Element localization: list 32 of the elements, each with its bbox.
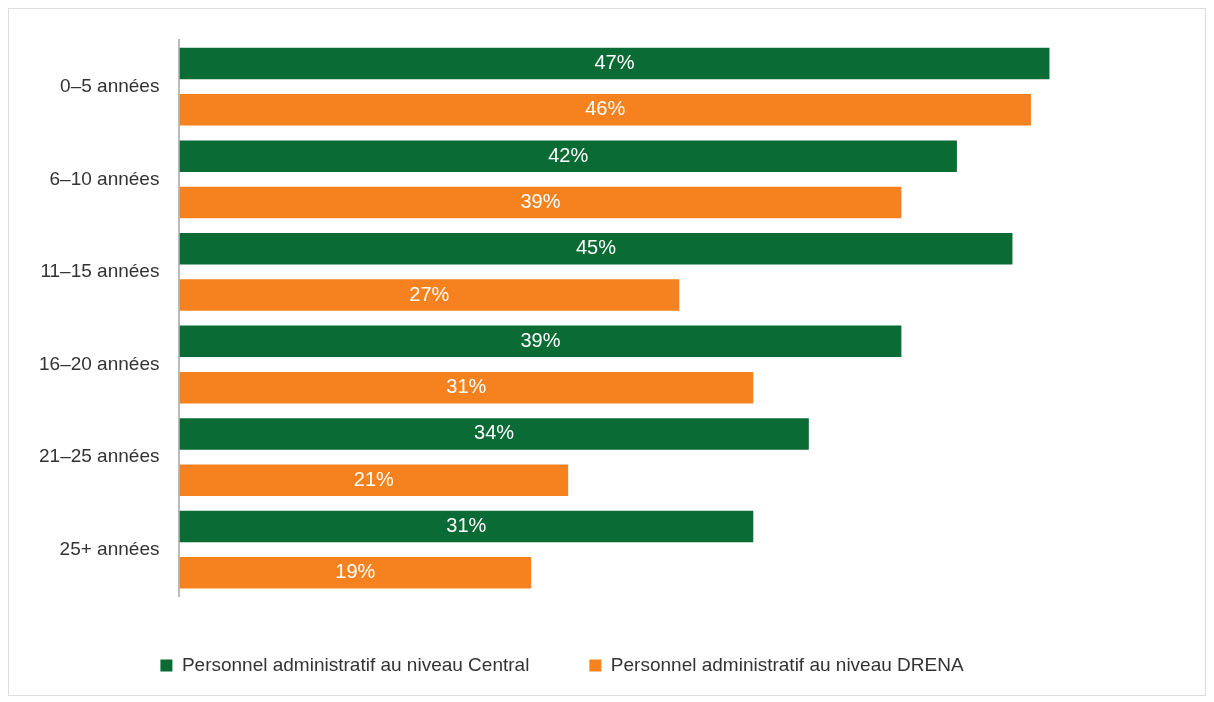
bar — [179, 279, 680, 311]
data-label: 39% — [520, 189, 561, 212]
data-label: 42% — [548, 143, 589, 166]
data-label: 31% — [446, 375, 487, 398]
y-tick-label: 25+ années — [59, 537, 160, 559]
bar — [179, 47, 1050, 80]
data-label: 39% — [520, 328, 561, 351]
bar — [179, 325, 902, 358]
bar — [179, 233, 1013, 265]
legend-label: Personnel administratif au niveau Central — [181, 653, 530, 675]
legend-label: Personnel administratif au niveau DRENA — [610, 653, 964, 675]
bar — [179, 557, 532, 589]
y-tick-label: 0–5 années — [60, 74, 160, 96]
bar — [179, 371, 754, 404]
bar — [179, 94, 1031, 126]
data-label: 31% — [446, 514, 487, 537]
data-label: 21% — [353, 467, 395, 490]
data-label: 45% — [575, 236, 617, 259]
y-tick-label: 16–20 années — [38, 352, 160, 374]
y-tick-label: 11–15 années — [40, 260, 160, 282]
data-label: 34% — [474, 421, 515, 444]
y-tick-label: 21–25 années — [38, 445, 160, 467]
data-label: 47% — [594, 51, 635, 74]
bar — [179, 418, 809, 450]
data-label: 46% — [585, 97, 626, 120]
y-tick-label: 6–10 années — [49, 167, 160, 189]
data-label: 19% — [335, 560, 376, 583]
bar — [179, 186, 902, 219]
bar — [179, 140, 957, 172]
bar — [179, 510, 754, 543]
bar — [179, 464, 569, 496]
data-label: 27% — [409, 282, 450, 305]
